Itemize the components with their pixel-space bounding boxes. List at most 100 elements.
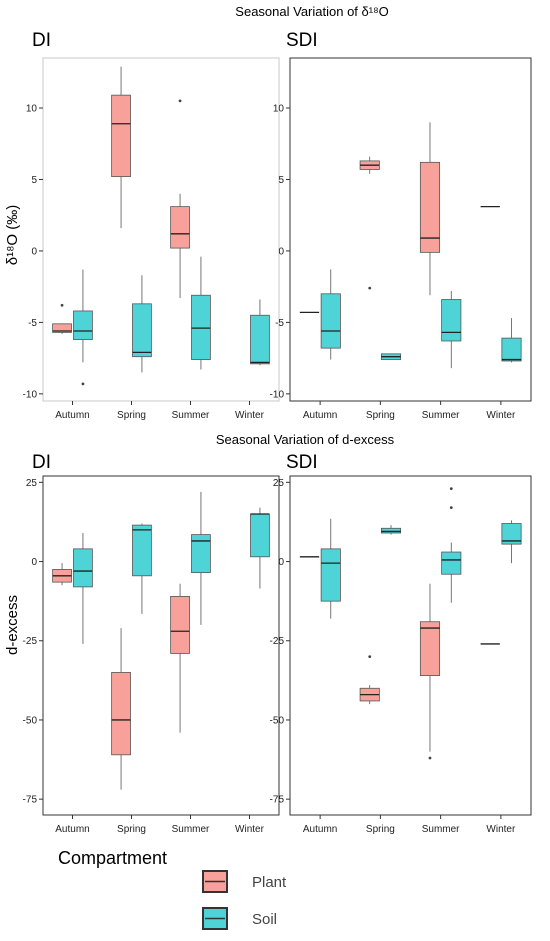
box-iqr xyxy=(441,551,462,575)
box-soil-summer xyxy=(441,487,462,603)
x-tick-label: Spring xyxy=(366,824,395,835)
legend-title: Compartment xyxy=(58,848,167,868)
panel-d18o-sdi: -10 -5 0 5 10 Autumn Spring Summer Winter xyxy=(270,57,532,421)
panel-title-di-bottom: DI xyxy=(32,452,51,473)
outlier-point xyxy=(81,382,85,386)
outlier-point xyxy=(60,303,64,307)
box-plant-spring xyxy=(111,628,131,790)
box-iqr xyxy=(419,161,441,253)
box-soil-summer xyxy=(191,491,211,625)
box-iqr xyxy=(441,299,462,342)
y-tick-label: 10 xyxy=(26,104,38,115)
panel-title-sdi-top: SDI xyxy=(286,30,318,51)
figure-title-dexcess: Seasonal Variation of d-excess xyxy=(216,432,395,447)
y-tick-label: 25 xyxy=(273,478,285,489)
box-iqr xyxy=(132,524,152,577)
x-tick-label: Spring xyxy=(117,410,146,421)
x-tick-label: Autumn xyxy=(303,824,337,835)
y-tick-label: -75 xyxy=(23,795,38,806)
outlier-point xyxy=(449,506,453,510)
y-tick-label: 0 xyxy=(278,557,284,568)
box-iqr xyxy=(111,94,131,178)
x-tick-label: Winter xyxy=(486,410,516,421)
box-iqr xyxy=(250,513,270,558)
box-plant-autumn xyxy=(52,563,72,586)
y-tick-label: -50 xyxy=(270,715,285,726)
box-plant-summer xyxy=(170,99,190,299)
outlier-point xyxy=(449,487,453,491)
box-soil-spring xyxy=(132,275,152,373)
x-tick-label: Autumn xyxy=(55,824,89,835)
box-iqr xyxy=(320,548,341,602)
box-plant-summer xyxy=(419,583,441,760)
y-tick-label: -25 xyxy=(270,636,285,647)
y-tick-label: -25 xyxy=(23,636,38,647)
box-plant-spring xyxy=(359,655,380,705)
legend-item-plant: Plant xyxy=(202,870,287,893)
y-axis-label-d18o: δ¹⁸O (‰) xyxy=(4,205,21,266)
box-soil-summer xyxy=(441,290,462,369)
box-iqr xyxy=(191,534,211,574)
legend: Compartment Plant Soil xyxy=(58,848,287,930)
y-axis-label-dexcess: d-excess xyxy=(4,595,21,655)
box-soil-summer xyxy=(191,256,211,370)
outlier-point xyxy=(368,655,372,658)
figure-title-d18o: Seasonal Variation of δ¹⁸O xyxy=(235,4,388,19)
box-iqr xyxy=(170,206,190,249)
x-tick-label: Spring xyxy=(366,410,395,421)
box-soil-spring xyxy=(132,523,152,614)
box-iqr xyxy=(111,672,131,756)
x-tick-label: Autumn xyxy=(55,410,89,421)
box-soil-autumn xyxy=(73,533,93,644)
box-soil-winter xyxy=(250,507,270,589)
y-tick-label: 0 xyxy=(31,246,37,257)
box-soil-autumn xyxy=(320,518,341,619)
x-tick-label: Autumn xyxy=(303,410,337,421)
outlier-point xyxy=(368,286,372,290)
box-soil-autumn xyxy=(73,269,93,386)
x-tick-label: Winter xyxy=(235,824,265,835)
panel-title-di-top: DI xyxy=(32,30,51,51)
x-tick-label: Summer xyxy=(172,410,210,421)
legend-item-soil: Soil xyxy=(202,907,277,930)
y-tick-label: -50 xyxy=(23,715,38,726)
box-soil-winter xyxy=(501,318,522,363)
plot-frame xyxy=(42,475,280,816)
box-soil-spring xyxy=(380,353,402,360)
panel-d18o-di: -10 -5 0 5 10 Autumn Spring Summer Winter xyxy=(23,57,280,421)
box-soil-winter xyxy=(501,520,522,564)
box-iqr xyxy=(191,294,211,360)
y-tick-label: 25 xyxy=(26,478,38,489)
panel-title-sdi-bottom: SDI xyxy=(286,452,318,473)
x-tick-label: Winter xyxy=(235,410,265,421)
box-soil-spring xyxy=(380,525,402,535)
y-tick-label: -5 xyxy=(28,318,37,329)
box-plant-summer xyxy=(170,583,190,733)
box-plant-spring xyxy=(111,66,131,229)
x-tick-label: Summer xyxy=(172,824,210,835)
x-tick-label: Winter xyxy=(486,824,516,835)
y-tick-label: 0 xyxy=(31,557,37,568)
x-tick-label: Spring xyxy=(117,824,146,835)
box-plant-spring xyxy=(359,156,380,290)
y-tick-label: 10 xyxy=(273,104,285,115)
panel-dexcess-sdi: -75 -50 -25 0 25 Autumn Spring Summer Winter xyxy=(270,475,532,835)
y-tick-label: -10 xyxy=(23,389,38,400)
box-iqr xyxy=(250,314,270,365)
box-soil-autumn xyxy=(320,269,341,360)
box-iqr xyxy=(132,303,152,358)
box-iqr xyxy=(73,548,93,588)
box-iqr xyxy=(73,310,93,340)
plot-frame xyxy=(289,475,532,816)
legend-label-soil: Soil xyxy=(252,911,277,928)
outlier-point xyxy=(178,99,182,103)
outlier-point xyxy=(428,756,432,760)
y-tick-label: 5 xyxy=(31,175,37,186)
box-iqr xyxy=(52,323,72,333)
box-iqr xyxy=(170,595,190,654)
box-iqr xyxy=(419,621,441,676)
box-iqr xyxy=(501,523,522,545)
y-tick-label: 5 xyxy=(278,175,284,186)
y-tick-label: -10 xyxy=(270,389,285,400)
